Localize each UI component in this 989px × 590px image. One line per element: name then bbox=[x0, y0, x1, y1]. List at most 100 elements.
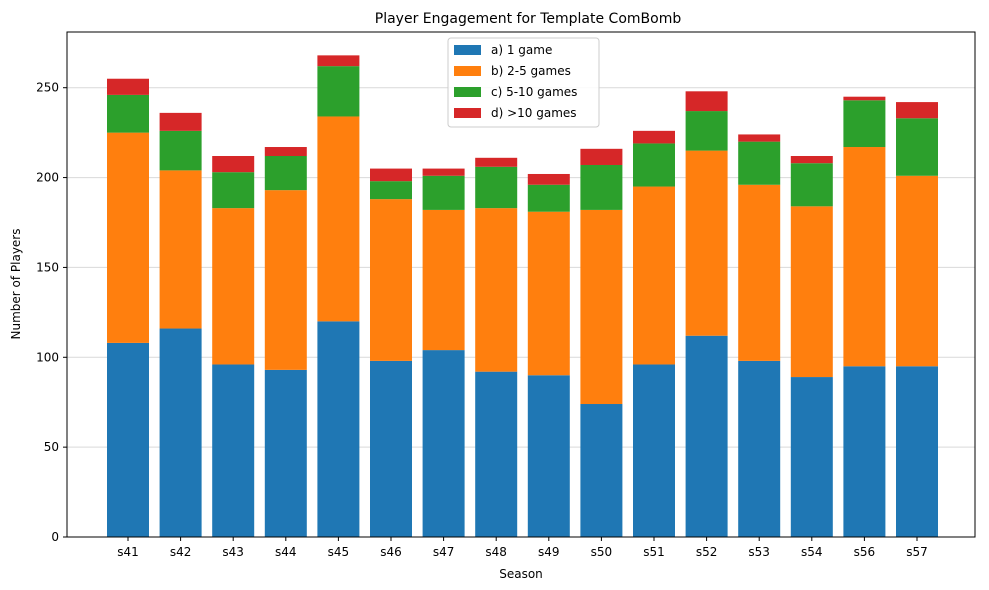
x-tick-label: s45 bbox=[328, 545, 350, 559]
bar-s53-series-3 bbox=[738, 141, 781, 185]
bar-s47-series-2 bbox=[422, 209, 465, 351]
legend-box bbox=[447, 37, 600, 128]
bar-s51-series-1 bbox=[633, 364, 675, 537]
bar-s57-series-4 bbox=[896, 102, 938, 119]
bar-s41-series-2 bbox=[107, 132, 149, 343]
bar-s50-series-1 bbox=[580, 404, 623, 537]
y-tick-label: 0 bbox=[51, 530, 59, 544]
bar-s42-series-4 bbox=[159, 112, 202, 131]
bar-s54-series-1 bbox=[790, 377, 833, 537]
x-tick-label: s48 bbox=[485, 545, 507, 559]
bars bbox=[107, 55, 938, 537]
bar-s41-series-3 bbox=[107, 94, 149, 133]
bar-s46-series-3 bbox=[370, 181, 412, 200]
bar-s43-series-2 bbox=[212, 208, 255, 365]
bar-s50-series-4 bbox=[580, 148, 623, 165]
bar-s46-series-1 bbox=[370, 360, 412, 537]
y-tick-label: 50 bbox=[44, 440, 59, 454]
y-axis: 0 50 100 150 200 250 bbox=[36, 81, 67, 544]
bar-s49-series-4 bbox=[527, 173, 570, 185]
bar-s41-series-1 bbox=[107, 342, 149, 537]
legend-label-1: a) 1 game bbox=[491, 43, 552, 57]
bar-s45-series-4 bbox=[317, 55, 360, 67]
bar-s48-series-4 bbox=[475, 157, 518, 167]
chart-title: Player Engagement for Template ComBomb bbox=[375, 11, 682, 27]
bar-s42-series-3 bbox=[159, 130, 202, 171]
x-tick-label: s44 bbox=[275, 545, 297, 559]
x-tick-label: s54 bbox=[801, 545, 823, 559]
x-tick-label: s53 bbox=[748, 545, 770, 559]
bar-s57-series-2 bbox=[896, 175, 938, 367]
legend-label-4: d) >10 games bbox=[491, 106, 577, 120]
bar-s46-series-4 bbox=[370, 168, 412, 182]
x-tick-label: s46 bbox=[380, 545, 402, 559]
bar-s49-series-3 bbox=[527, 184, 570, 212]
y-axis-title: Number of Players bbox=[9, 229, 23, 340]
legend-swatch-1 bbox=[454, 45, 481, 55]
x-axis-title: Season bbox=[499, 567, 543, 581]
bar-s52-series-1 bbox=[685, 335, 728, 537]
bar-s48-series-3 bbox=[475, 166, 518, 209]
legend-swatch-2 bbox=[454, 66, 481, 76]
bar-s44-series-1 bbox=[264, 369, 307, 537]
bar-s51-series-4 bbox=[633, 130, 675, 144]
legend: a) 1 game b) 2-5 games c) 5-10 games d) >10… bbox=[447, 37, 600, 128]
plot-frame bbox=[66, 31, 976, 538]
legend-label-3: c) 5-10 games bbox=[491, 85, 577, 99]
bar-s56-series-1 bbox=[843, 366, 886, 537]
bar-s57-series-3 bbox=[896, 118, 938, 176]
x-tick-label: s56 bbox=[854, 545, 876, 559]
bar-s48-series-1 bbox=[475, 371, 518, 537]
bar-s42-series-1 bbox=[159, 328, 202, 537]
bar-s50-series-2 bbox=[580, 209, 623, 405]
bar-s43-series-4 bbox=[212, 156, 255, 173]
bar-s48-series-2 bbox=[475, 208, 518, 372]
bar-s49-series-2 bbox=[527, 211, 570, 376]
bar-s52-series-2 bbox=[685, 150, 728, 336]
bar-s54-series-4 bbox=[790, 156, 833, 164]
bar-s50-series-3 bbox=[580, 164, 623, 210]
bar-s56-series-4 bbox=[843, 96, 886, 101]
x-tick-label: s51 bbox=[643, 545, 665, 559]
x-tick-label: s57 bbox=[906, 545, 928, 559]
bar-s51-series-2 bbox=[633, 186, 675, 365]
bar-s41-series-4 bbox=[107, 78, 149, 95]
bar-s45-series-3 bbox=[317, 66, 360, 117]
bar-s44-series-3 bbox=[264, 156, 307, 191]
bar-s44-series-2 bbox=[264, 190, 307, 370]
y-tick-label: 150 bbox=[36, 260, 59, 274]
x-tick-label: s50 bbox=[591, 545, 613, 559]
bar-s45-series-1 bbox=[317, 321, 360, 537]
bar-s47-series-1 bbox=[422, 350, 465, 537]
bar-s46-series-2 bbox=[370, 199, 412, 361]
bar-s45-series-2 bbox=[317, 116, 360, 322]
x-tick-label: s42 bbox=[170, 545, 192, 559]
bar-s42-series-2 bbox=[159, 170, 202, 329]
bar-s53-series-2 bbox=[738, 184, 781, 361]
x-axis: s41 s42 s43 s44 s45 s46 s47 s48 s49 s50 s51 s52 s53 s… bbox=[117, 537, 928, 559]
bar-s56-series-3 bbox=[843, 100, 886, 148]
bar-s56-series-2 bbox=[843, 147, 886, 367]
x-tick-label: s47 bbox=[433, 545, 455, 559]
x-tick-label: s43 bbox=[222, 545, 244, 559]
legend-label-2: b) 2-5 games bbox=[491, 64, 571, 78]
bar-s54-series-3 bbox=[790, 163, 833, 207]
x-tick-label: s49 bbox=[538, 545, 560, 559]
bar-s43-series-1 bbox=[212, 364, 255, 537]
x-tick-label: s52 bbox=[696, 545, 718, 559]
y-tick-label: 250 bbox=[36, 81, 59, 95]
legend-swatch-3 bbox=[454, 87, 481, 97]
y-tick-label: 200 bbox=[36, 171, 59, 185]
bar-s52-series-4 bbox=[685, 91, 728, 112]
y-tick-label: 100 bbox=[36, 350, 59, 364]
bar-s54-series-2 bbox=[790, 206, 833, 378]
x-tick-label: s41 bbox=[117, 545, 139, 559]
bar-s43-series-3 bbox=[212, 172, 255, 209]
bar-s51-series-3 bbox=[633, 143, 675, 187]
gridlines bbox=[67, 87, 975, 448]
legend-swatch-4 bbox=[454, 108, 481, 118]
bar-s44-series-4 bbox=[264, 147, 307, 157]
bar-s52-series-3 bbox=[685, 111, 728, 151]
bar-s47-series-3 bbox=[422, 175, 465, 210]
